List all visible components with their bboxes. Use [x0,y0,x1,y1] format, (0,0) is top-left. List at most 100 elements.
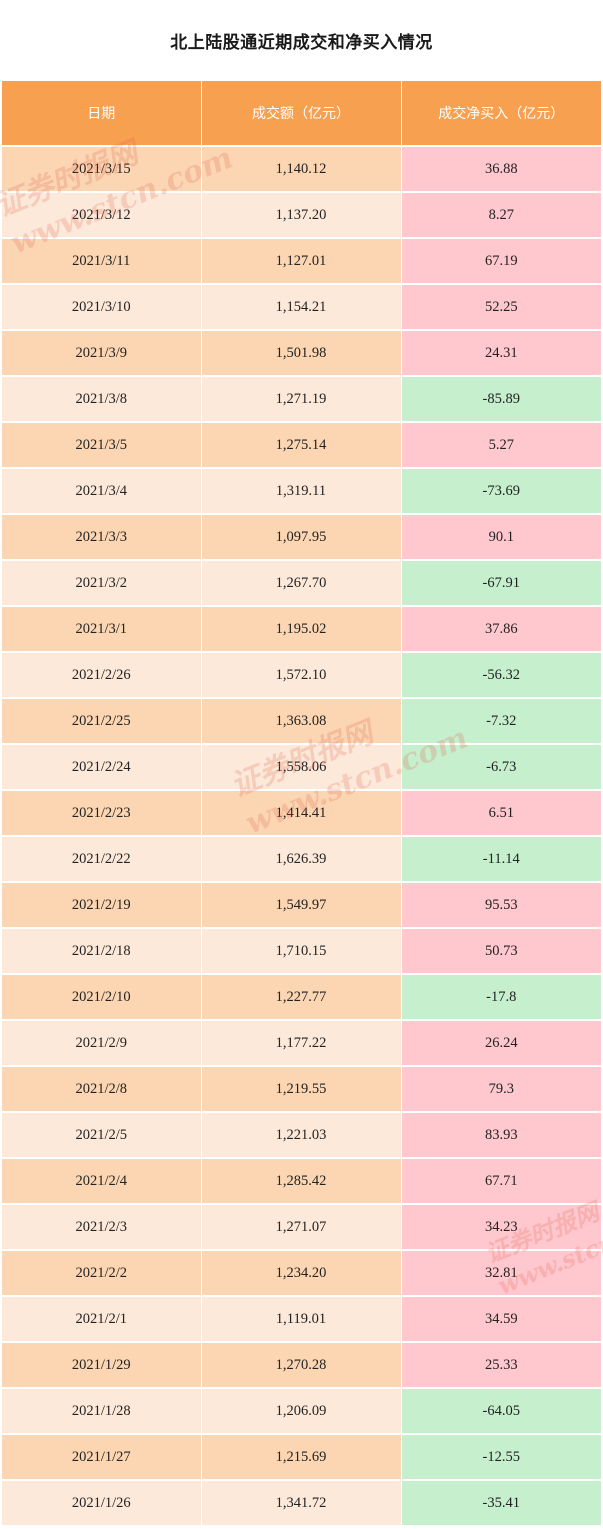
date-cell: 2021/1/28 [2,1387,202,1434]
turnover-cell: 1,275.14 [201,421,402,468]
table-row: 2021/2/5 1,221.03 83.93 [2,1111,601,1158]
turnover-cell: 1,234.20 [201,1249,402,1296]
date-cell: 2021/2/10 [2,973,202,1020]
turnover-cell: 1,177.22 [201,1019,402,1066]
table-row: 2021/3/10 1,154.21 52.25 [2,283,601,330]
date-cell: 2021/2/9 [2,1019,202,1066]
net-buy-cell: -6.73 [401,743,601,790]
net-buy-cell: 36.88 [401,145,601,192]
turnover-cell: 1,549.97 [201,881,402,928]
turnover-cell: 1,227.77 [201,973,402,1020]
turnover-cell: 1,319.11 [201,467,402,514]
turnover-cell: 1,414.41 [201,789,402,836]
date-cell: 2021/3/5 [2,421,202,468]
table-header-row: 日期 成交额（亿元） 成交净买入（亿元） [2,81,601,146]
turnover-cell: 1,119.01 [201,1295,402,1342]
turnover-cell: 1,267.70 [201,559,402,606]
net-buy-cell: 6.51 [401,789,601,836]
table-row: 2021/3/2 1,267.70 -67.91 [2,559,601,606]
net-buy-cell: 5.27 [401,421,601,468]
date-cell: 2021/3/3 [2,513,202,560]
net-buy-cell: -17.8 [401,973,601,1020]
table-row: 2021/2/18 1,710.15 50.73 [2,927,601,974]
table-row: 2021/1/27 1,215.69 -12.55 [2,1433,601,1480]
turnover-cell: 1,206.09 [201,1387,402,1434]
date-cell: 2021/3/8 [2,375,202,422]
turnover-cell: 1,363.08 [201,697,402,744]
net-buy-cell: 50.73 [401,927,601,974]
table-row: 2021/3/8 1,271.19 -85.89 [2,375,601,422]
turnover-cell: 1,558.06 [201,743,402,790]
date-cell: 2021/1/27 [2,1433,202,1480]
table-row: 2021/1/29 1,270.28 25.33 [2,1341,601,1388]
table-row: 2021/2/4 1,285.42 67.71 [2,1157,601,1204]
date-cell: 2021/1/26 [2,1479,202,1525]
date-cell: 2021/1/29 [2,1341,202,1388]
date-cell: 2021/3/12 [2,191,202,238]
date-cell: 2021/3/4 [2,467,202,514]
date-cell: 2021/3/1 [2,605,202,652]
net-buy-cell: 34.23 [401,1203,601,1250]
turnover-cell: 1,219.55 [201,1065,402,1112]
turnover-cell: 1,221.03 [201,1111,402,1158]
table-row: 2021/3/12 1,137.20 8.27 [2,191,601,238]
turnover-cell: 1,140.12 [201,145,402,192]
net-buy-cell: 24.31 [401,329,601,376]
net-buy-cell: 25.33 [401,1341,601,1388]
table-row: 2021/3/1 1,195.02 37.86 [2,605,601,652]
table-row: 2021/3/5 1,275.14 5.27 [2,421,601,468]
date-cell: 2021/2/24 [2,743,202,790]
net-buy-cell: -67.91 [401,559,601,606]
turnover-cell: 1,341.72 [201,1479,402,1525]
date-cell: 2021/2/4 [2,1157,202,1204]
turnover-cell: 1,154.21 [201,283,402,330]
turnover-cell: 1,270.28 [201,1341,402,1388]
table-row: 2021/1/26 1,341.72 -35.41 [2,1479,601,1525]
net-buy-cell: -73.69 [401,467,601,514]
table-row: 2021/2/8 1,219.55 79.3 [2,1065,601,1112]
net-buy-cell: 90.1 [401,513,601,560]
date-cell: 2021/3/15 [2,145,202,192]
table-row: 2021/3/11 1,127.01 67.19 [2,237,601,284]
net-buy-cell: 83.93 [401,1111,601,1158]
turnover-cell: 1,710.15 [201,927,402,974]
date-cell: 2021/2/5 [2,1111,202,1158]
net-buy-cell: 79.3 [401,1065,601,1112]
table-row: 2021/2/23 1,414.41 6.51 [2,789,601,836]
header-date: 日期 [2,81,202,146]
net-buy-cell: 32.81 [401,1249,601,1296]
trading-table: 日期 成交额（亿元） 成交净买入（亿元） 2021/3/15 1,140.12 36… [2,81,601,1525]
table-row: 2021/1/28 1,206.09 -64.05 [2,1387,601,1434]
net-buy-cell: -64.05 [401,1387,601,1434]
date-cell: 2021/2/18 [2,927,202,974]
date-cell: 2021/3/10 [2,283,202,330]
net-buy-cell: 52.25 [401,283,601,330]
header-turnover: 成交额（亿元） [201,81,402,146]
net-buy-cell: 8.27 [401,191,601,238]
table-row: 2021/3/4 1,319.11 -73.69 [2,467,601,514]
net-buy-cell: 26.24 [401,1019,601,1066]
net-buy-cell: -35.41 [401,1479,601,1525]
net-buy-cell: 37.86 [401,605,601,652]
table-row: 2021/2/1 1,119.01 34.59 [2,1295,601,1342]
turnover-cell: 1,271.07 [201,1203,402,1250]
date-cell: 2021/2/23 [2,789,202,836]
date-cell: 2021/2/19 [2,881,202,928]
date-cell: 2021/2/26 [2,651,202,698]
date-cell: 2021/2/22 [2,835,202,882]
date-cell: 2021/3/2 [2,559,202,606]
table-row: 2021/2/10 1,227.77 -17.8 [2,973,601,1020]
table-row: 2021/2/19 1,549.97 95.53 [2,881,601,928]
net-buy-cell: 34.59 [401,1295,601,1342]
date-cell: 2021/2/2 [2,1249,202,1296]
table-row: 2021/2/3 1,271.07 34.23 [2,1203,601,1250]
turnover-cell: 1,501.98 [201,329,402,376]
net-buy-cell: 67.71 [401,1157,601,1204]
turnover-cell: 1,572.10 [201,651,402,698]
table-row: 2021/3/9 1,501.98 24.31 [2,329,601,376]
table-row: 2021/2/9 1,177.22 26.24 [2,1019,601,1066]
net-buy-cell: -11.14 [401,835,601,882]
turnover-cell: 1,097.95 [201,513,402,560]
date-cell: 2021/2/3 [2,1203,202,1250]
header-net-buy: 成交净买入（亿元） [401,81,601,146]
